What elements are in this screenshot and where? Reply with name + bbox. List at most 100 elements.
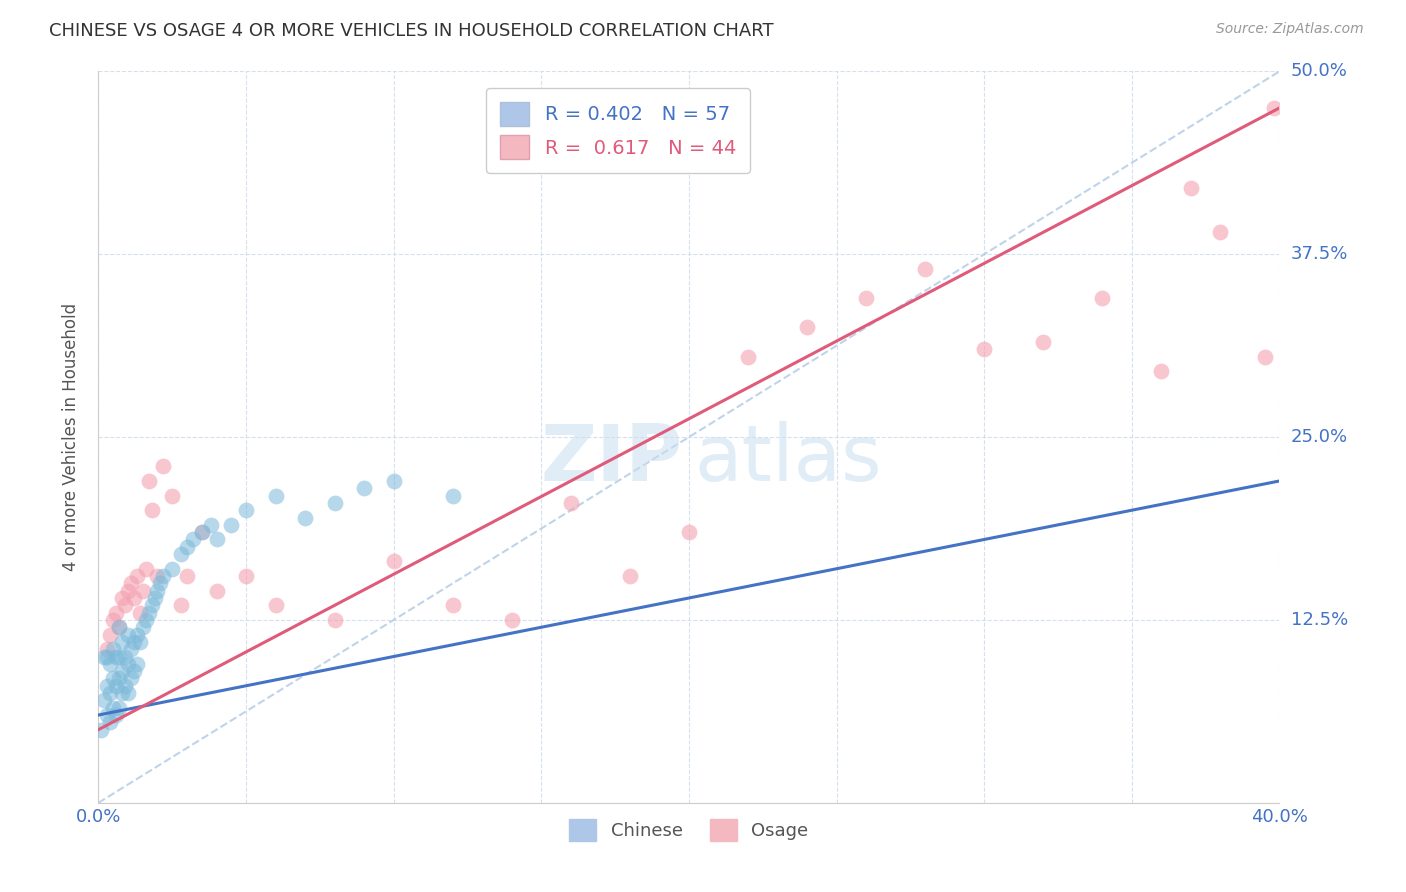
Point xyxy=(294,510,316,524)
Point xyxy=(120,642,142,657)
Point xyxy=(93,693,115,707)
Point xyxy=(132,620,155,634)
Point xyxy=(135,613,157,627)
Text: ZIP: ZIP xyxy=(541,421,683,497)
Point xyxy=(1209,225,1232,239)
Point xyxy=(128,635,150,649)
Point xyxy=(441,489,464,503)
Point xyxy=(96,708,118,723)
Point xyxy=(135,562,157,576)
Point xyxy=(205,533,228,547)
Point xyxy=(117,627,139,641)
Point xyxy=(170,547,193,561)
Point xyxy=(143,591,166,605)
Point xyxy=(108,620,131,634)
Point xyxy=(93,649,115,664)
Point xyxy=(855,291,877,305)
Text: atlas: atlas xyxy=(695,421,883,497)
Point xyxy=(138,474,160,488)
Text: 12.5%: 12.5% xyxy=(1291,611,1348,629)
Text: 37.5%: 37.5% xyxy=(1291,245,1348,263)
Point xyxy=(560,496,582,510)
Point xyxy=(114,649,136,664)
Point xyxy=(170,599,193,613)
Point xyxy=(1091,291,1114,305)
Point xyxy=(108,700,131,714)
Text: 50.0%: 50.0% xyxy=(1291,62,1347,80)
Point xyxy=(141,503,163,517)
Point xyxy=(114,599,136,613)
Point xyxy=(796,320,818,334)
Point xyxy=(103,672,125,686)
Point xyxy=(125,657,148,671)
Point xyxy=(108,649,131,664)
Point xyxy=(122,635,145,649)
Point xyxy=(108,620,131,634)
Point xyxy=(105,679,128,693)
Point xyxy=(141,599,163,613)
Point xyxy=(162,562,183,576)
Point xyxy=(96,642,118,657)
Point xyxy=(138,606,160,620)
Point xyxy=(117,657,139,671)
Text: 25.0%: 25.0% xyxy=(1291,428,1348,446)
Point xyxy=(103,642,125,657)
Point xyxy=(235,503,257,517)
Point xyxy=(111,591,134,605)
Point xyxy=(353,481,375,495)
Point xyxy=(111,664,134,678)
Y-axis label: 4 or more Vehicles in Household: 4 or more Vehicles in Household xyxy=(62,303,80,571)
Point xyxy=(176,540,198,554)
Point xyxy=(205,583,228,598)
Point xyxy=(120,576,142,591)
Text: Source: ZipAtlas.com: Source: ZipAtlas.com xyxy=(1216,22,1364,37)
Point xyxy=(441,599,464,613)
Point xyxy=(98,657,121,671)
Point xyxy=(382,474,405,488)
Point xyxy=(501,613,523,627)
Point xyxy=(125,627,148,641)
Point xyxy=(382,554,405,568)
Point xyxy=(125,569,148,583)
Point xyxy=(264,489,287,503)
Point xyxy=(1180,181,1202,195)
Point xyxy=(737,350,759,364)
Point xyxy=(146,583,169,598)
Point xyxy=(103,613,125,627)
Point xyxy=(108,672,131,686)
Point xyxy=(152,459,174,474)
Legend: Chinese, Osage: Chinese, Osage xyxy=(562,812,815,848)
Point xyxy=(96,649,118,664)
Point xyxy=(200,517,222,532)
Point xyxy=(122,591,145,605)
Point xyxy=(122,664,145,678)
Point xyxy=(103,700,125,714)
Point xyxy=(176,569,198,583)
Point xyxy=(619,569,641,583)
Point xyxy=(149,576,172,591)
Point xyxy=(323,613,346,627)
Point xyxy=(181,533,204,547)
Point xyxy=(1263,101,1285,115)
Point xyxy=(191,525,214,540)
Point xyxy=(105,606,128,620)
Point xyxy=(678,525,700,540)
Point xyxy=(128,606,150,620)
Text: CHINESE VS OSAGE 4 OR MORE VEHICLES IN HOUSEHOLD CORRELATION CHART: CHINESE VS OSAGE 4 OR MORE VEHICLES IN H… xyxy=(49,22,773,40)
Point xyxy=(111,686,134,700)
Point xyxy=(1254,350,1277,364)
Point xyxy=(117,686,139,700)
Point xyxy=(146,569,169,583)
Point xyxy=(264,599,287,613)
Point xyxy=(105,708,128,723)
Point xyxy=(111,635,134,649)
Point xyxy=(1150,364,1173,378)
Point xyxy=(120,672,142,686)
Point xyxy=(105,649,128,664)
Point xyxy=(973,343,995,357)
Point xyxy=(323,496,346,510)
Point xyxy=(114,679,136,693)
Point xyxy=(98,715,121,730)
Point xyxy=(132,583,155,598)
Point xyxy=(96,679,118,693)
